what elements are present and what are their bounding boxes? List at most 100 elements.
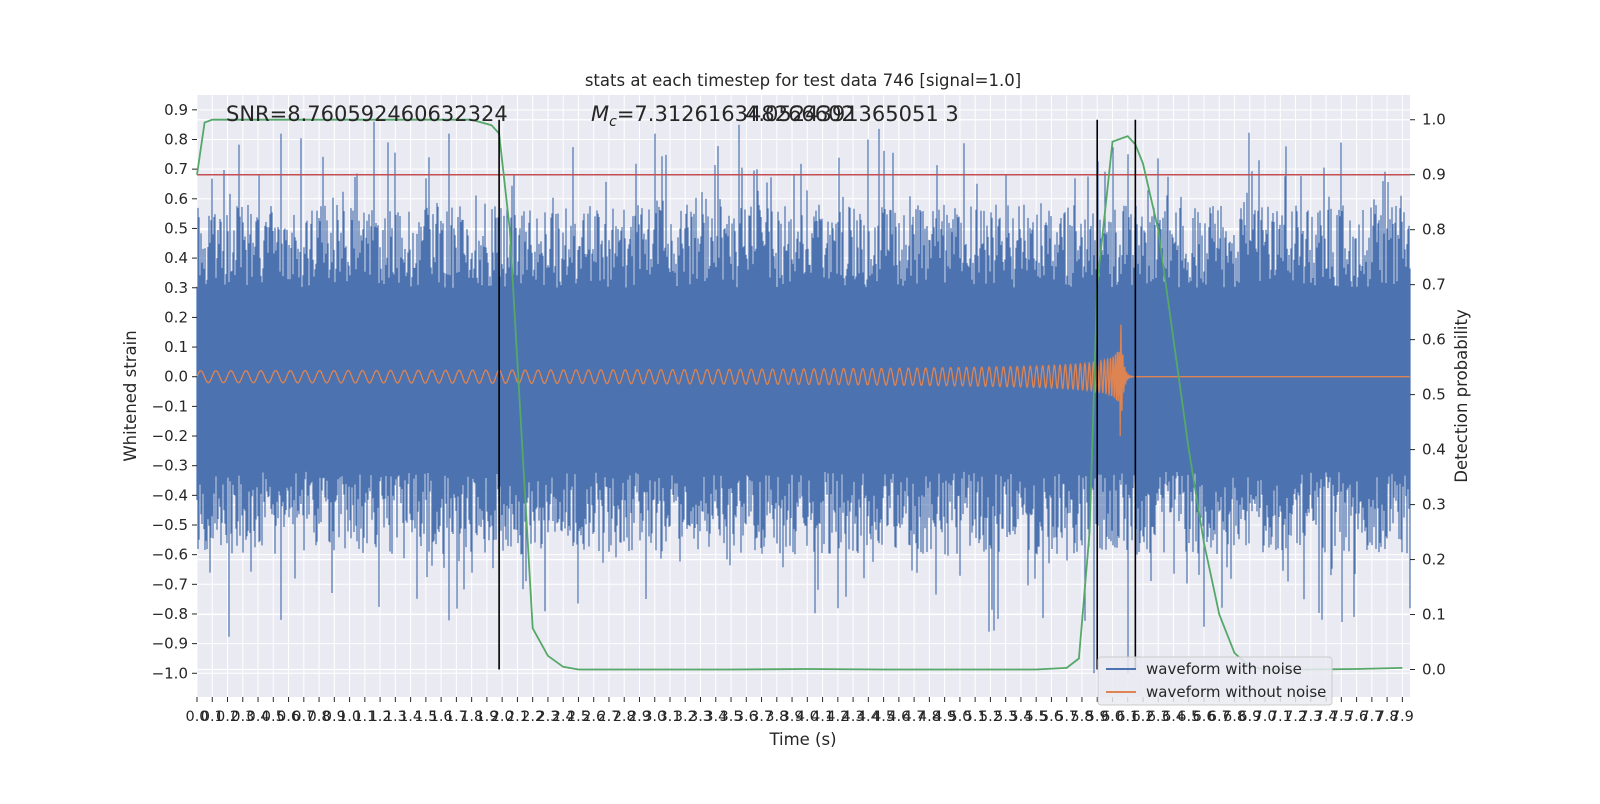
- x-tick-label: 5.9: [1086, 709, 1109, 725]
- x-tick-label: 0.9: [323, 709, 346, 725]
- left-y-tick-label: −0.7: [152, 575, 188, 593]
- x-tick-label: 1.9: [475, 709, 498, 725]
- mc-value: =7.312616348266602: [617, 102, 855, 126]
- legend-label-signal: waveform without noise: [1146, 683, 1326, 701]
- vertical-marker-layer: [498, 119, 1137, 670]
- x-tick-label: 3.0: [643, 709, 666, 725]
- right-y-tick-label: 0.3: [1422, 496, 1446, 514]
- chirp-mass-annotation: Mc=7.312616348266602: [591, 102, 855, 130]
- left-y-tick-label: 0.4: [164, 249, 188, 267]
- x-tick-label: 4.3: [842, 709, 865, 725]
- x-tick-label: 2.4: [552, 709, 575, 725]
- x-tick-label: 0.1: [201, 709, 224, 725]
- left-y-tick-label: −0.3: [152, 457, 188, 475]
- right-y-tick-label: 0.0: [1422, 661, 1446, 679]
- x-tick-label: 7.4: [1315, 709, 1338, 725]
- x-tick-label: 6.8: [1223, 709, 1246, 725]
- right-y-tick-label: 0.2: [1422, 551, 1446, 569]
- left-y-tick-label: −0.8: [152, 605, 188, 623]
- probability-series: [196, 118, 1403, 671]
- x-tick-label: 4.4: [857, 709, 880, 725]
- x-tick-label: 4.0: [796, 709, 819, 725]
- x-tick-label: 0.6: [277, 709, 300, 725]
- probability-line: [196, 118, 1403, 671]
- right-y-tick-label: 0.5: [1422, 386, 1446, 404]
- x-axis-title: Time (s): [768, 730, 836, 749]
- x-tick-label: 5.2: [979, 709, 1002, 725]
- x-tick-label: 3.6: [735, 709, 758, 725]
- x-tick-label: 2.7: [597, 709, 620, 725]
- left-y-tick-label: 0.2: [164, 308, 188, 326]
- right-y-axis-title: Detection probability: [1452, 309, 1471, 483]
- x-tick-label: 4.9: [933, 709, 956, 725]
- right-y-tick-label: 0.4: [1422, 441, 1446, 459]
- mc-symbol: M: [591, 102, 609, 126]
- x-tick-label: 2.8: [613, 709, 636, 725]
- x-tick-label: 5.4: [1009, 709, 1032, 725]
- x-tick-label: 5.1: [964, 709, 987, 725]
- legend: waveform with noise waveform without noi…: [1097, 656, 1333, 706]
- noise-waveform-line: [196, 121, 1411, 674]
- x-tick-label: 5.5: [1025, 709, 1048, 725]
- x-tick-label: 1.2: [369, 709, 392, 725]
- clean-waveform-line: [196, 324, 1410, 437]
- x-tick-label: 6.4: [1162, 709, 1185, 725]
- x-tick-label: 1.8: [460, 709, 483, 725]
- x-tick-label: 6.5: [1177, 709, 1200, 725]
- x-tick-label: 1.0: [338, 709, 361, 725]
- x-tick-label: 3.8: [765, 709, 788, 725]
- legend-label-noise: waveform with noise: [1146, 660, 1302, 678]
- left-y-tick-label: −0.4: [152, 486, 188, 504]
- left-y-tick-label: −1.0: [152, 664, 188, 682]
- x-tick-label: 6.3: [1147, 709, 1170, 725]
- right-y-tick-label: 0.1: [1422, 606, 1446, 624]
- x-tick-label: 0.4: [247, 709, 270, 725]
- mc-subscript: c: [609, 114, 617, 130]
- x-tick-label: 2.6: [582, 709, 605, 725]
- signal-series: [196, 324, 1410, 437]
- axes-layer: −1.0 −0.9 −0.8 −0.7 −0.6 −0.5 −0.4 −0.3 −0.2 −0.1…: [152, 101, 1446, 725]
- x-tick-label: 0.0: [185, 709, 208, 725]
- x-tick-label: 3.9: [781, 709, 804, 725]
- x-tick-label: 3.4: [704, 709, 727, 725]
- left-y-tick-label: 0.7: [164, 160, 188, 178]
- right-y-tick-label: 0.6: [1422, 331, 1446, 349]
- x-tick-label: 7.7: [1360, 709, 1383, 725]
- x-tick-label: 1.5: [414, 709, 437, 725]
- x-tick-label: 2.0: [491, 709, 514, 725]
- right-y-tick-label: 1.0: [1422, 111, 1446, 129]
- left-y-tick-label: 0.3: [164, 279, 188, 297]
- x-tick-label: 3.5: [719, 709, 742, 725]
- x-tick-label: 7.1: [1269, 709, 1292, 725]
- x-tick-label: 2.5: [567, 709, 590, 725]
- x-tick-label: 5.0: [948, 709, 971, 725]
- x-tick-label: 0.5: [262, 709, 285, 725]
- x-tick-label: 6.2: [1131, 709, 1154, 725]
- x-tick-label: 6.1: [1116, 709, 1139, 725]
- x-tick-label: 7.8: [1376, 709, 1399, 725]
- right-y-tick-label: 0.7: [1422, 276, 1446, 294]
- left-y-tick-label: 0.0: [164, 368, 188, 386]
- noise-series: [196, 121, 1411, 674]
- chart-title: stats at each timestep for test data 746…: [585, 71, 1021, 90]
- x-tick-label: 0.3: [231, 709, 254, 725]
- x-tick-label: 4.6: [887, 709, 910, 725]
- x-tick-label: 5.8: [1070, 709, 1093, 725]
- left-y-tick-label: 0.9: [164, 101, 188, 119]
- x-tick-label: 3.1: [658, 709, 681, 725]
- left-y-tick-label: −0.9: [152, 635, 188, 653]
- x-tick-label: 5.7: [1055, 709, 1078, 725]
- x-tick-label: 2.2: [521, 709, 544, 725]
- x-tick-label: 1.4: [399, 709, 422, 725]
- overlapping-value-annotation: 4.0524391365051 3: [745, 102, 959, 126]
- left-y-tick-label: 0.5: [164, 219, 188, 237]
- x-tick-label: 1.3: [384, 709, 407, 725]
- x-tick-label: 3.3: [689, 709, 712, 725]
- right-y-tick-label: 0.8: [1422, 221, 1446, 239]
- left-y-tick-label: −0.5: [152, 516, 188, 534]
- x-tick-label: 4.7: [903, 709, 926, 725]
- x-tick-label: 1.1: [353, 709, 376, 725]
- x-tick-label: 3.2: [674, 709, 697, 725]
- right-y-tick-label: 0.9: [1422, 166, 1446, 184]
